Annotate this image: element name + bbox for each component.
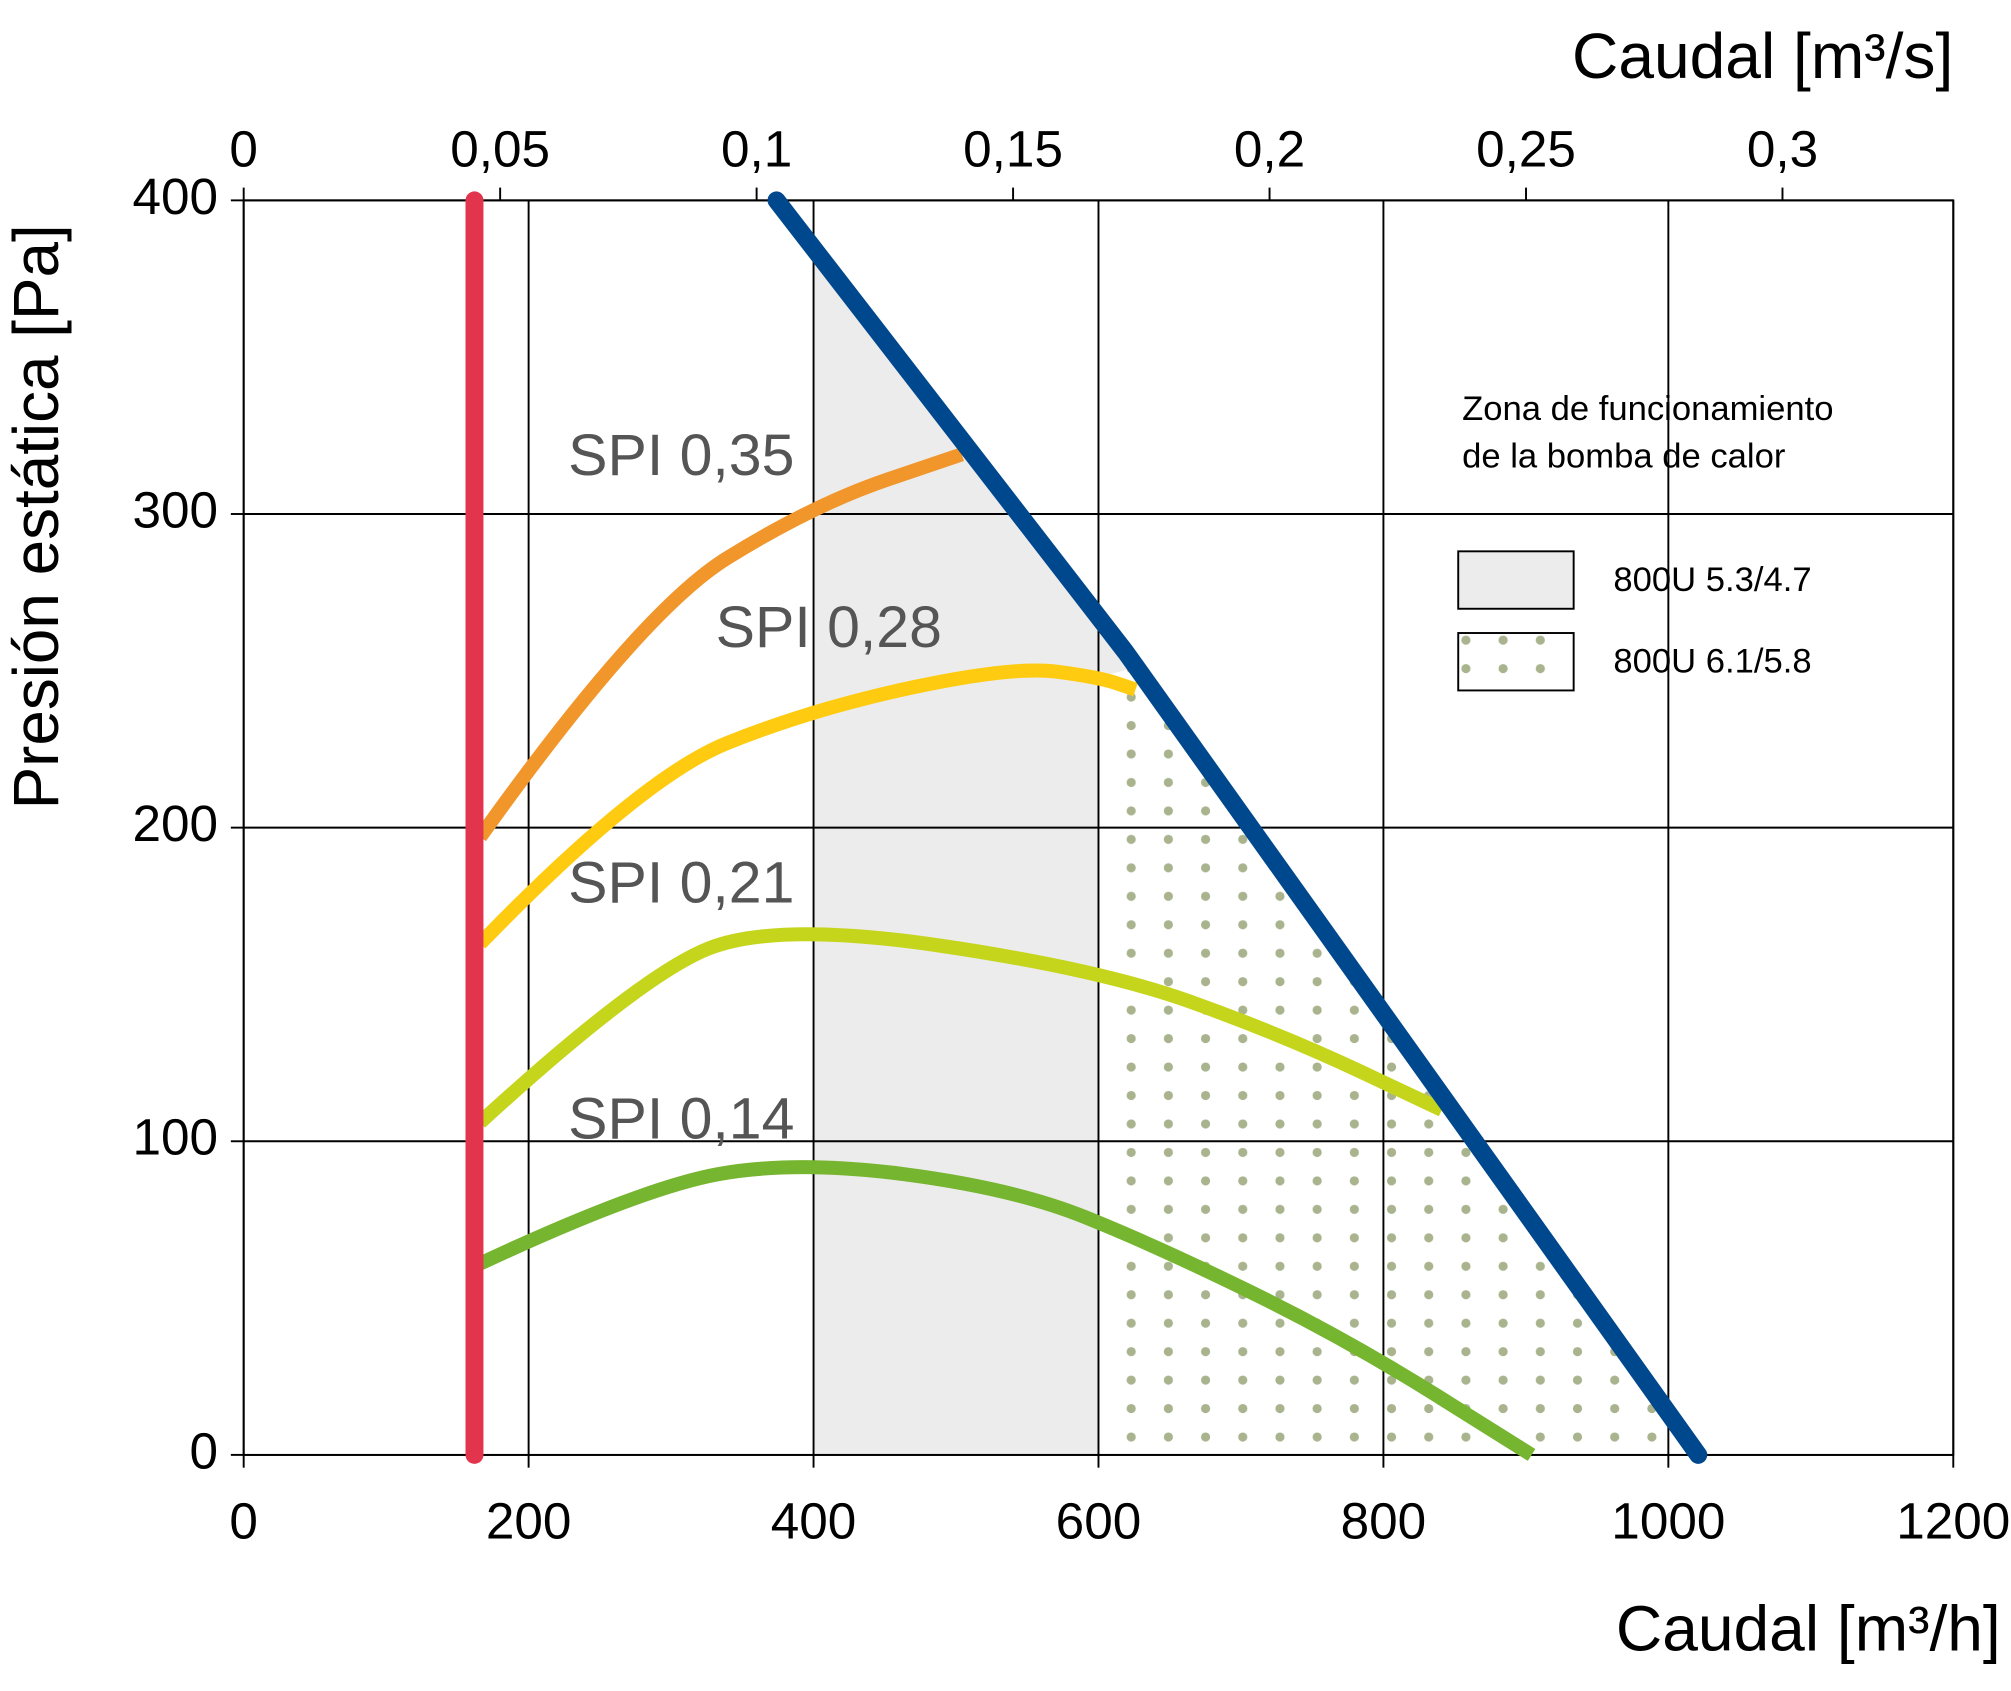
x2-tick-label: 0,15	[963, 121, 1063, 178]
x2-axis-title: Caudal [m³/s]	[1572, 20, 1953, 92]
x-tick-label: 0	[229, 1493, 258, 1550]
series-line	[475, 927, 1445, 1128]
x2-tick-label: 0,1	[721, 121, 792, 178]
series-label: SPI 0,35	[568, 423, 794, 488]
x2-tick-label: 0,05	[450, 121, 550, 178]
series-line	[477, 1160, 1536, 1461]
x-tick-label: 1000	[1611, 1493, 1725, 1550]
x-tick-label: 400	[771, 1493, 857, 1550]
x-axis-title: Caudal [m³/h]	[1616, 1593, 2001, 1665]
series-label: SPI 0,21	[568, 851, 794, 916]
y-axis-title: Presión estática [Pa]	[0, 224, 72, 809]
x2-tick-label: 0,2	[1234, 121, 1305, 178]
y-tick-label: 400	[132, 168, 218, 225]
legend-title: Zona de funcionamiento	[1462, 390, 1833, 428]
x-tick-label: 200	[486, 1493, 572, 1550]
y-tick-label: 200	[132, 795, 218, 852]
series-label: SPI 0,14	[568, 1087, 794, 1152]
legend-label: 800U 5.3/4.7	[1613, 561, 1811, 599]
x2-tick-label: 0	[229, 121, 258, 178]
plot-frame	[242, 199, 1955, 1456]
x2-tick-label: 0,3	[1747, 121, 1818, 178]
legend-swatch	[1457, 632, 1575, 692]
series-label: SPI 0,28	[716, 595, 942, 660]
legend-swatch	[1457, 550, 1575, 610]
series-line	[475, 663, 1138, 949]
series-line	[474, 447, 964, 842]
y-tick-label: 0	[190, 1422, 219, 1479]
y-tick-label: 100	[132, 1109, 218, 1166]
series-line	[767, 191, 1708, 1464]
legend-title: de la bomba de calor	[1462, 437, 1785, 475]
x-tick-label: 800	[1341, 1493, 1427, 1550]
y-tick-label: 300	[132, 482, 218, 539]
x-tick-label: 600	[1056, 1493, 1142, 1550]
x2-tick-label: 0,25	[1476, 121, 1576, 178]
x-tick-label: 1200	[1896, 1493, 2010, 1550]
legend-label: 800U 6.1/5.8	[1613, 643, 1811, 681]
